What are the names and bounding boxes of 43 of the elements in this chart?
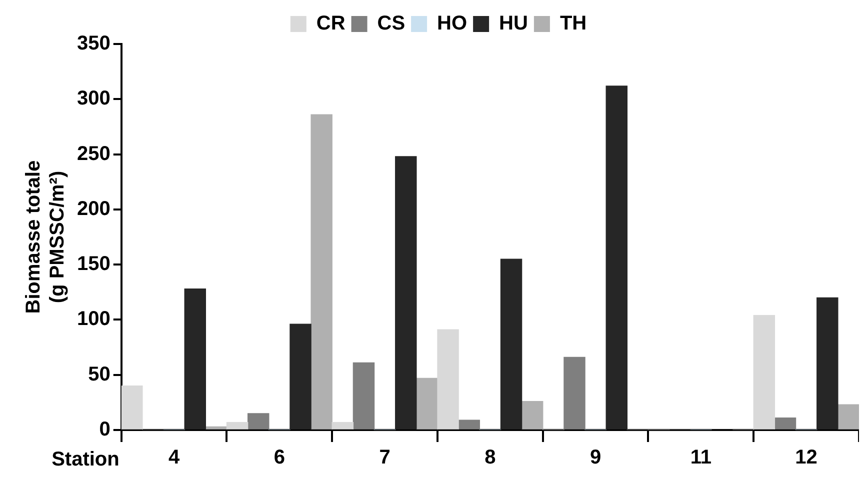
y-tick-label: 300: [76, 88, 110, 110]
bar: [838, 404, 859, 430]
bar: [226, 422, 248, 430]
bar: [121, 386, 143, 430]
bar: [184, 288, 206, 430]
bar: [310, 114, 332, 430]
y-tick-label: 350: [76, 32, 110, 55]
x-tick-label: 9: [590, 446, 602, 469]
y-tick-label: 100: [76, 308, 110, 330]
y-axis-title: Biomasse totale (g PMSSC/m²): [22, 160, 69, 314]
bar: [395, 156, 417, 430]
bar: [606, 86, 628, 430]
bar: [437, 329, 459, 430]
bar: [774, 418, 796, 430]
bar: [816, 297, 838, 430]
x-axis-title: Station: [52, 448, 120, 471]
bar: [521, 400, 544, 430]
legend-label: HO: [437, 12, 468, 35]
y-tick-label: 150: [76, 253, 110, 276]
legend-label: TH: [560, 12, 587, 35]
bar: [247, 413, 270, 430]
y-tick-label: 200: [76, 198, 110, 220]
bar: [352, 362, 375, 430]
bar: [564, 356, 586, 430]
bar: [458, 420, 480, 430]
y-tick-label: 50: [88, 363, 110, 386]
bar: [416, 378, 438, 430]
x-tick-label: 8: [484, 446, 496, 469]
bar: [332, 422, 354, 430]
legend-label: CS: [377, 12, 406, 35]
y-tick-label: 250: [76, 142, 110, 165]
bar: [205, 426, 228, 430]
legend-label: CR: [316, 12, 346, 35]
legend-label: HU: [499, 12, 528, 35]
x-tick-label: 7: [379, 446, 390, 469]
bar: [290, 324, 312, 430]
bar: [753, 314, 776, 430]
x-tick-label: 12: [795, 446, 818, 469]
x-tick-label: 6: [274, 446, 285, 469]
y-tick-label: 0: [99, 418, 110, 441]
x-tick-label: 4: [168, 446, 180, 469]
bar: [500, 258, 522, 430]
x-tick-label: 11: [690, 446, 712, 469]
